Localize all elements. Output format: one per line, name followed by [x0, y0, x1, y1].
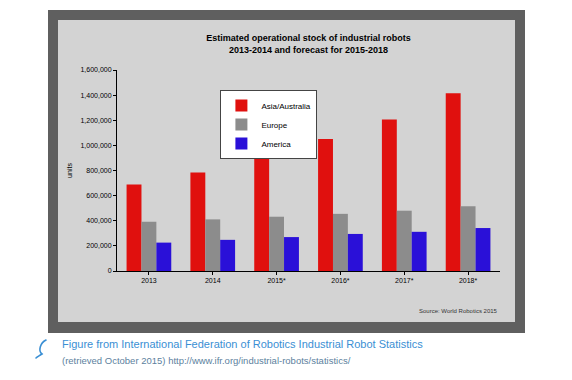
svg-text:2014: 2014 [205, 277, 221, 284]
svg-text:2015*: 2015* [267, 277, 286, 284]
svg-text:2017*: 2017* [395, 277, 414, 284]
svg-text:0: 0 [108, 267, 112, 274]
svg-text:Asia/Australia: Asia/Australia [261, 102, 310, 111]
svg-text:Estimated operational stock of: Estimated operational stock of industria… [206, 33, 411, 55]
svg-text:1,200,000: 1,200,000 [80, 117, 111, 124]
svg-text:2013: 2013 [141, 277, 157, 284]
svg-text:2016*: 2016* [331, 277, 350, 284]
svg-text:units: units [66, 163, 73, 178]
svg-text:600,000: 600,000 [86, 192, 111, 199]
svg-text:1,600,000: 1,600,000 [80, 66, 111, 73]
svg-text:Europe: Europe [261, 121, 287, 130]
svg-text:200,000: 200,000 [86, 242, 111, 249]
svg-text:800,000: 800,000 [86, 167, 111, 174]
svg-text:1,000,000: 1,000,000 [80, 142, 111, 149]
html-text:(retrieved October 2015) http:: (retrieved October 2015) http://www.ifr.… [62, 355, 351, 366]
svg-text:Source: World Robotics 2015: Source: World Robotics 2015 [419, 308, 498, 314]
html-text:Figure from International Fede: Figure from International Federation of … [62, 338, 423, 350]
svg-text:2018*: 2018* [459, 277, 478, 284]
svg-text:400,000: 400,000 [86, 217, 111, 224]
svg-text:1,400,000: 1,400,000 [80, 92, 111, 99]
svg-text:America: America [261, 140, 291, 149]
